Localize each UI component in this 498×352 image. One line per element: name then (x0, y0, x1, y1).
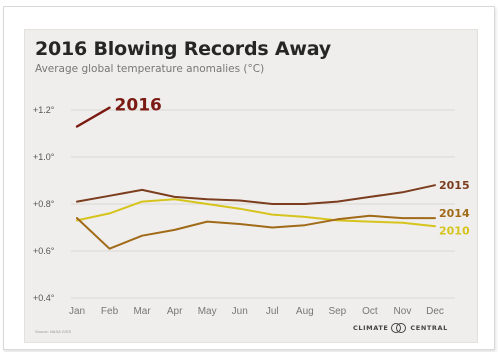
series-labels: 2016 2015 2014 2010 (115, 96, 470, 238)
line-chart: +0.4° +0.6° +0.8° +1.0° +1.2° Jan Feb Mar Apr Ma… (33, 96, 470, 317)
x-tick-label: May (198, 306, 217, 317)
brand-rings-icon (391, 323, 407, 333)
series-label-2010: 2010 (439, 224, 470, 237)
image-frame: 2016 Blowing Records Away Average global… (3, 6, 495, 350)
series-label-2015: 2015 (439, 179, 470, 192)
brand-left-text: CLIMATE (353, 324, 389, 332)
series-label-2014: 2014 (439, 207, 470, 220)
x-tick-label: Sep (328, 306, 346, 317)
chart-title: 2016 Blowing Records Away (35, 38, 331, 60)
x-tick-label: Dec (426, 306, 444, 317)
brand-right-text: CENTRAL (410, 324, 448, 332)
y-tick-label: +0.4° (33, 293, 55, 303)
x-tick-label: Feb (101, 306, 119, 317)
y-axis-ticks: +0.4° +0.6° +0.8° +1.0° +1.2° (33, 105, 55, 303)
climate-central-logo: CLIMATE CENTRAL (353, 323, 448, 333)
source-note: Source: NASA GISS (35, 329, 72, 334)
series-line-2015 (76, 184, 436, 205)
x-axis-ticks: Jan Feb Mar Apr May Jun Jul Aug Sep Oct Nov Dec (69, 306, 444, 317)
series-label-2016: 2016 (115, 96, 162, 116)
x-tick-label: Jul (266, 306, 279, 317)
x-tick-label: Jun (232, 306, 248, 317)
series-line-2014 (76, 214, 436, 250)
x-tick-label: Oct (362, 306, 378, 317)
series-lines (75, 106, 436, 250)
x-tick-label: Aug (296, 306, 314, 317)
x-tick-label: Nov (394, 306, 412, 317)
x-tick-label: Apr (167, 306, 183, 317)
series-line-2016 (75, 106, 111, 128)
series-line-2010 (76, 198, 436, 228)
chart-card: 2016 Blowing Records Away Average global… (24, 29, 478, 343)
y-tick-label: +1.2° (33, 105, 55, 115)
y-tick-label: +1.0° (33, 152, 55, 162)
y-tick-label: +0.6° (33, 246, 55, 256)
chart-subtitle: Average global temperature anomalies (°C… (35, 63, 265, 75)
y-tick-label: +0.8° (33, 199, 55, 209)
x-tick-label: Mar (133, 306, 151, 317)
x-tick-label: Jan (69, 306, 85, 317)
